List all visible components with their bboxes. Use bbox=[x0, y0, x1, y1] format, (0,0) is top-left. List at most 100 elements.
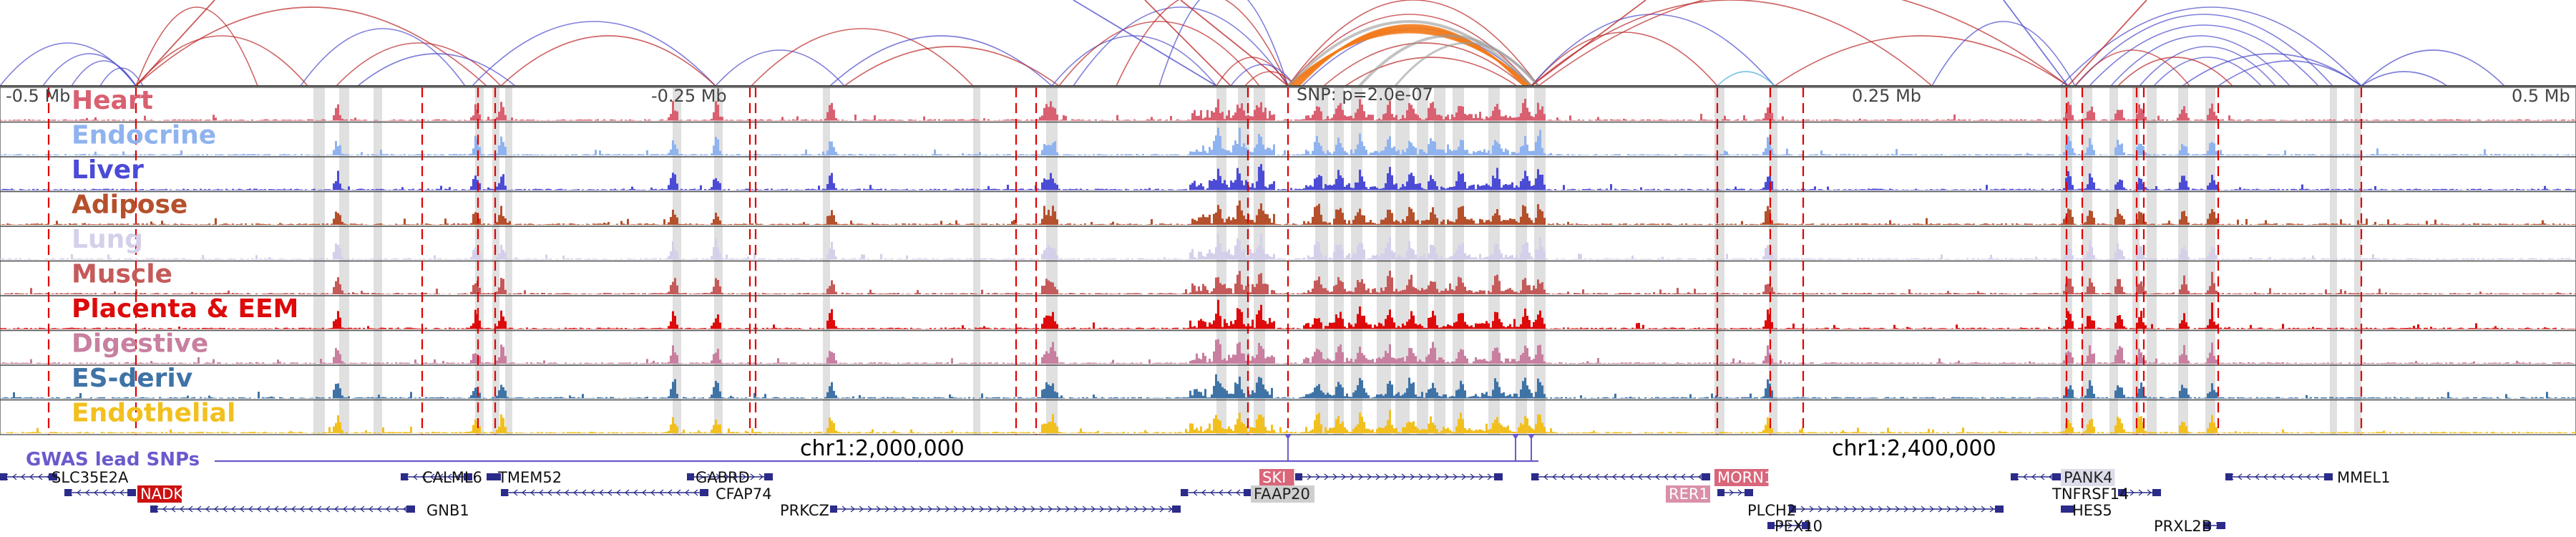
strand-arrow bbox=[102, 489, 107, 496]
strand-arrow bbox=[2315, 473, 2320, 480]
strand-arrow bbox=[625, 489, 630, 496]
strand-arrow bbox=[1142, 505, 1147, 513]
strand-arrow bbox=[231, 505, 236, 513]
strand-arrow bbox=[377, 505, 382, 513]
strand-arrow bbox=[1787, 522, 1792, 529]
strand-arrow bbox=[970, 505, 975, 513]
gene-prxl2b[interactable]: PRXL2B bbox=[2154, 518, 2225, 535]
exon bbox=[2067, 505, 2075, 513]
strand-arrow bbox=[1470, 473, 1475, 480]
strand-arrow bbox=[1869, 505, 1874, 513]
strand-arrow bbox=[403, 505, 408, 513]
strand-arrow bbox=[676, 489, 681, 496]
strand-arrow bbox=[927, 505, 932, 513]
strand-arrow bbox=[750, 473, 755, 480]
exon bbox=[700, 489, 708, 496]
strand-arrow bbox=[1737, 489, 1742, 496]
strand-arrow bbox=[642, 489, 647, 496]
gene-morn1[interactable]: MORN1 bbox=[1531, 469, 1773, 486]
strand-arrow bbox=[21, 473, 26, 480]
gene-plch2[interactable]: PLCH2 bbox=[1747, 502, 2004, 519]
gene-pank4[interactable]: PANK4 bbox=[2011, 469, 2115, 486]
gene-ski[interactable]: SKI bbox=[1259, 469, 1503, 486]
interaction-arc bbox=[500, 35, 716, 87]
gene-label: GNB1 bbox=[426, 502, 469, 519]
strand-arrow bbox=[1013, 505, 1018, 513]
exon bbox=[64, 489, 72, 496]
gene-faap20[interactable]: FAAP20 bbox=[1181, 485, 1314, 503]
gene-hes5[interactable]: HES5 bbox=[2061, 502, 2112, 519]
interaction-arc bbox=[135, 35, 308, 87]
gene-label: SLC35E2A bbox=[52, 469, 129, 486]
strand-arrow bbox=[1938, 505, 1943, 513]
strand-arrow bbox=[1478, 473, 1483, 480]
strand-arrow bbox=[1461, 473, 1466, 480]
gene-prkcz[interactable]: PRKCZ bbox=[780, 502, 1181, 519]
strand-arrow bbox=[1604, 473, 1609, 480]
strand-arrow bbox=[876, 505, 881, 513]
gene-rer1[interactable]: RER1 bbox=[1666, 485, 1753, 503]
gene-tmem52[interactable]: TMEM52 bbox=[487, 469, 562, 486]
gene-cfap74[interactable]: CFAP74 bbox=[501, 485, 772, 503]
gene-highlight bbox=[1666, 485, 1710, 503]
strand-arrow bbox=[456, 473, 461, 480]
strand-arrow bbox=[1860, 505, 1865, 513]
gene-nadk[interactable]: NADK bbox=[64, 485, 184, 503]
interaction-arc bbox=[2361, 71, 2448, 87]
strand-arrow bbox=[633, 489, 638, 496]
strand-arrow bbox=[1392, 473, 1397, 480]
strand-arrow bbox=[343, 505, 348, 513]
strand-arrow bbox=[547, 489, 552, 496]
gene-label: GABRD bbox=[696, 469, 750, 486]
interaction-arc bbox=[1073, 0, 1217, 87]
strand-arrow bbox=[1612, 473, 1617, 480]
gene-slc35e2a[interactable]: SLC35E2A bbox=[0, 469, 129, 486]
strand-arrow bbox=[1638, 473, 1643, 480]
strand-arrow bbox=[1655, 473, 1660, 480]
interaction-arc bbox=[336, 42, 502, 87]
interaction-arc bbox=[1774, 35, 2069, 87]
strand-arrow bbox=[893, 505, 898, 513]
gene-highlight bbox=[137, 485, 182, 503]
gene-label: NADK bbox=[140, 485, 184, 503]
gene-label: MMEL1 bbox=[2337, 469, 2391, 486]
gene-pex10[interactable]: PEX10 bbox=[1767, 518, 1823, 535]
strand-arrow bbox=[1073, 505, 1078, 513]
strand-arrow bbox=[1800, 505, 1805, 513]
gwas-label: GWAS lead SNPs bbox=[26, 449, 200, 470]
exon bbox=[406, 505, 415, 513]
strand-arrow bbox=[867, 505, 872, 513]
strand-arrow bbox=[1133, 505, 1138, 513]
strand-arrow bbox=[291, 505, 296, 513]
strand-arrow bbox=[2306, 473, 2311, 480]
strand-arrow bbox=[300, 505, 305, 513]
gene-highlight bbox=[1714, 469, 1769, 486]
strand-arrow bbox=[1030, 505, 1035, 513]
strand-arrow bbox=[351, 505, 356, 513]
interaction-arc bbox=[1345, 57, 1518, 87]
interaction-arc bbox=[2361, 49, 2505, 87]
strand-arrow bbox=[205, 505, 210, 513]
strand-arrow bbox=[1091, 505, 1096, 513]
strand-arrow bbox=[12, 473, 17, 480]
interaction-arc bbox=[1230, 64, 1296, 87]
exon bbox=[1295, 473, 1302, 480]
strand-arrow bbox=[1543, 473, 1548, 480]
strand-arrow bbox=[1367, 473, 1372, 480]
interaction-arc bbox=[1323, 42, 1525, 87]
gene-tnfrsf14[interactable]: TNFRSF14 bbox=[2051, 485, 2161, 503]
gene-gnb1[interactable]: GNB1 bbox=[150, 502, 469, 519]
strand-arrow bbox=[265, 505, 270, 513]
strand-arrow bbox=[556, 489, 561, 496]
gene-gabrd[interactable]: GABRD bbox=[687, 469, 773, 486]
gene-calml6[interactable]: CALML6 bbox=[401, 469, 482, 486]
gene-label: PEX10 bbox=[1775, 518, 1823, 535]
interaction-arc bbox=[1302, 28, 1532, 87]
exon bbox=[1767, 522, 1775, 529]
interaction-arc bbox=[2153, 57, 2262, 87]
gene-mmel1[interactable]: MMEL1 bbox=[2225, 469, 2391, 486]
strand-arrow bbox=[1835, 505, 1840, 513]
track-label: Endocrine bbox=[72, 121, 216, 150]
strand-arrow bbox=[1989, 505, 1994, 513]
